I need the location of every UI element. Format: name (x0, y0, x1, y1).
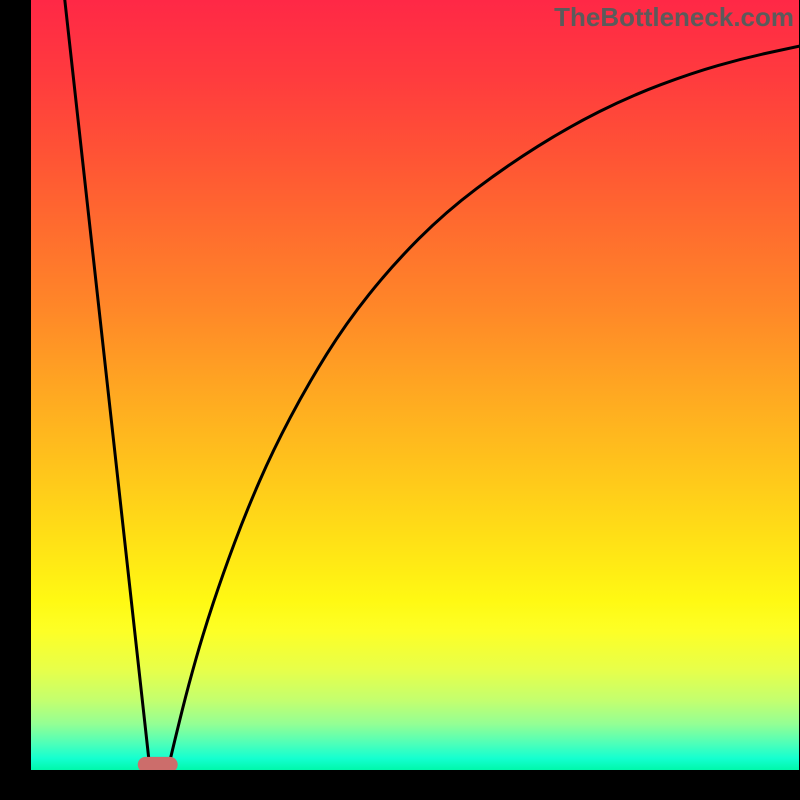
min-marker (138, 757, 178, 770)
plot-area (31, 0, 799, 770)
bottleneck-curve (65, 0, 799, 770)
watermark-text: TheBottleneck.com (554, 2, 794, 33)
curve-layer (31, 0, 799, 770)
chart-container: TheBottleneck.com (0, 0, 800, 800)
